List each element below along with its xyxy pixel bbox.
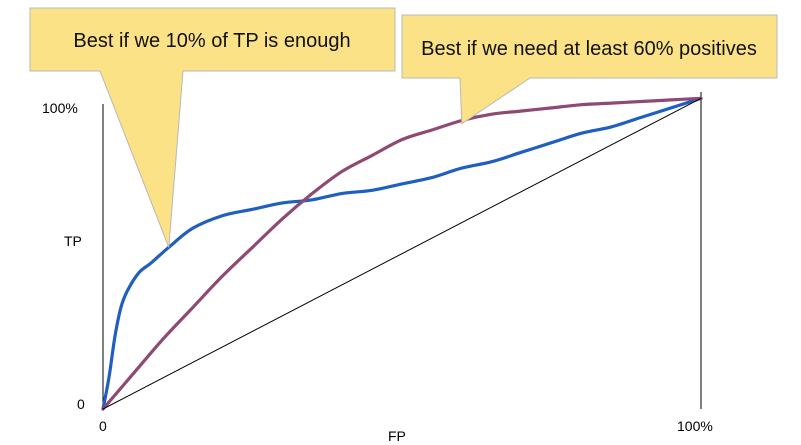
callout-text: Best if we need at least 60% positives	[421, 38, 757, 60]
callout-bubble	[401, 14, 778, 125]
y-tick-top: 100%	[42, 100, 78, 116]
x-tick-right: 100%	[677, 418, 713, 434]
axes	[102, 92, 702, 409]
callout-2: Best if we need at least 60% positives	[401, 14, 778, 125]
purple-curve	[101, 96, 703, 411]
y-axis-label: TP	[64, 233, 82, 249]
x-tick-left: 0	[99, 418, 107, 434]
x-axis-label: FP	[388, 428, 406, 444]
blue-curve	[101, 96, 703, 411]
callouts: Best if we 10% of TP is enough Best if we…	[29, 7, 778, 248]
series-lines	[101, 96, 703, 411]
callout-bubble	[29, 7, 396, 248]
callout-1: Best if we 10% of TP is enough	[29, 7, 396, 248]
y-tick-bottom: 0	[77, 396, 85, 412]
callout-text: Best if we 10% of TP is enough	[73, 30, 350, 52]
diagonal-line	[102, 97, 702, 410]
